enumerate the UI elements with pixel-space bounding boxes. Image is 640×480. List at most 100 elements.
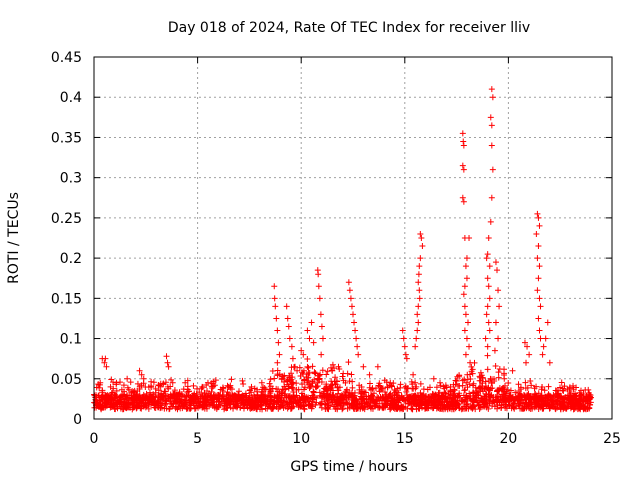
grid-lines xyxy=(94,57,612,419)
background-mark xyxy=(481,395,488,402)
data-point xyxy=(486,327,493,334)
background-mark xyxy=(454,393,461,400)
background-mark xyxy=(184,388,191,395)
background-mark xyxy=(442,382,449,389)
data-point xyxy=(402,351,409,358)
background-mark xyxy=(484,366,491,373)
data-point xyxy=(419,243,426,250)
data-point xyxy=(298,347,305,354)
data-point xyxy=(460,291,467,298)
background-mark xyxy=(554,393,561,400)
background-mark xyxy=(310,394,317,401)
background-mark xyxy=(369,385,376,392)
background-mark xyxy=(199,401,206,408)
background-mark xyxy=(523,400,530,407)
background-mark xyxy=(587,399,594,406)
background-mark xyxy=(394,385,401,392)
data-point xyxy=(412,379,419,386)
background-mark xyxy=(312,370,319,377)
data-point xyxy=(577,391,584,398)
background-mark xyxy=(535,401,542,408)
background-mark xyxy=(319,367,326,374)
background-mark xyxy=(146,389,153,396)
background-mark xyxy=(165,385,172,392)
background-mark xyxy=(194,398,201,405)
data-point xyxy=(113,387,120,394)
data-point xyxy=(537,335,544,342)
data-point xyxy=(289,355,296,362)
background-mark xyxy=(476,377,483,384)
background-mark xyxy=(332,374,339,381)
background-mark xyxy=(98,406,105,413)
data-point xyxy=(483,255,490,262)
background-mark xyxy=(540,405,547,412)
data-point xyxy=(355,351,362,358)
background-mark xyxy=(269,385,276,392)
background-mark xyxy=(381,389,388,396)
data-point xyxy=(521,339,528,346)
data-point xyxy=(537,303,544,310)
background-mark xyxy=(459,377,466,384)
background-mark xyxy=(281,398,288,405)
data-point xyxy=(447,383,454,390)
background-mark xyxy=(124,384,131,391)
data-point xyxy=(286,335,293,342)
background-mark xyxy=(545,383,552,390)
background-mark xyxy=(260,388,267,395)
background-mark xyxy=(301,376,308,383)
background-mark xyxy=(524,391,531,398)
data-point xyxy=(459,162,466,169)
background-mark xyxy=(163,397,170,404)
background-mark xyxy=(354,398,361,405)
background-mark xyxy=(340,377,347,384)
background-mark xyxy=(417,400,424,407)
background-mark xyxy=(134,380,141,387)
background-mark xyxy=(120,403,127,410)
data-point xyxy=(335,363,342,370)
background-mark xyxy=(435,392,442,399)
background-mark xyxy=(228,386,235,393)
background-mark xyxy=(546,403,553,410)
background-mark xyxy=(278,375,285,382)
background-mark xyxy=(219,387,226,394)
background-mark xyxy=(564,392,571,399)
background-mark xyxy=(480,398,487,405)
background-mark xyxy=(369,393,376,400)
data-point xyxy=(140,375,147,382)
background-mark xyxy=(401,397,408,404)
background-mark xyxy=(323,386,330,393)
data-point xyxy=(459,130,466,137)
background-mark xyxy=(199,392,206,399)
data-point xyxy=(285,323,292,330)
background-mark xyxy=(379,404,386,411)
background-mark xyxy=(561,399,568,406)
background-mark xyxy=(103,399,110,406)
background-mark xyxy=(344,370,351,377)
data-point xyxy=(225,383,232,390)
background-mark xyxy=(120,382,127,389)
y-tick-label: 0.45 xyxy=(51,50,82,66)
background-mark xyxy=(500,397,507,404)
background-mark xyxy=(586,401,593,408)
background-mark xyxy=(357,389,364,396)
background-mark xyxy=(305,364,312,371)
data-point xyxy=(555,387,562,394)
background-mark xyxy=(314,382,321,389)
background-mark xyxy=(440,406,447,413)
background-mark xyxy=(247,386,254,393)
background-mark xyxy=(489,379,496,386)
background-mark xyxy=(318,351,325,358)
background-mark xyxy=(375,403,382,410)
data-point xyxy=(271,295,278,302)
background-mark xyxy=(444,404,451,411)
data-point xyxy=(97,379,104,386)
data-point xyxy=(464,319,471,326)
background-mark xyxy=(421,401,428,408)
background-mark xyxy=(331,395,338,402)
background-mark xyxy=(472,384,479,391)
background-mark xyxy=(348,389,355,396)
data-point xyxy=(534,210,541,217)
background-mark xyxy=(522,379,529,386)
background-mark xyxy=(150,379,157,386)
background-mark xyxy=(208,388,215,395)
